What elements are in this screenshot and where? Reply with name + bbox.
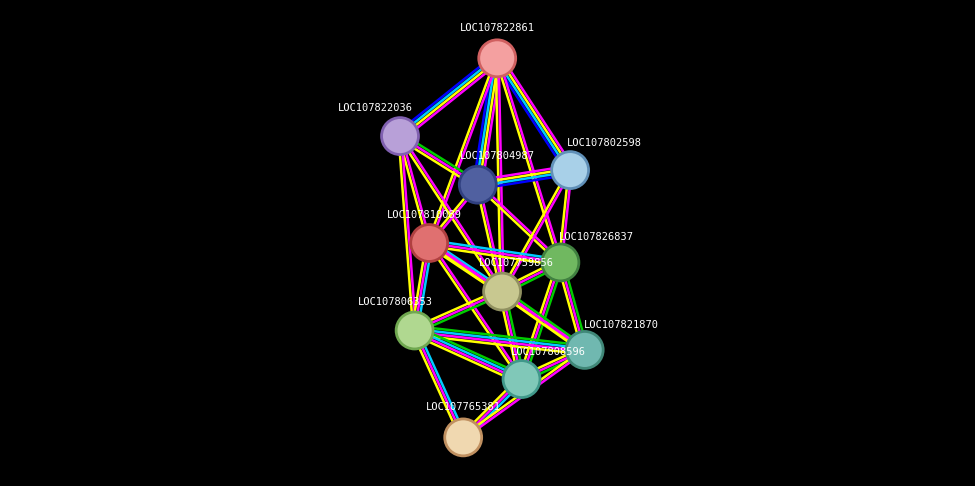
- Circle shape: [542, 244, 579, 281]
- Text: LOC107806353: LOC107806353: [358, 297, 433, 307]
- Circle shape: [410, 225, 448, 261]
- Circle shape: [484, 273, 521, 310]
- Circle shape: [566, 331, 604, 368]
- Circle shape: [503, 361, 540, 398]
- Text: LOC107804987: LOC107804987: [460, 151, 534, 161]
- Text: LOC107821870: LOC107821870: [584, 319, 659, 330]
- Circle shape: [381, 118, 418, 155]
- Circle shape: [552, 152, 589, 189]
- Text: LOC107822036: LOC107822036: [338, 103, 413, 113]
- Circle shape: [479, 40, 516, 77]
- Text: LOC107765381: LOC107765381: [426, 402, 501, 412]
- Text: LOC107759856: LOC107759856: [479, 258, 554, 268]
- Circle shape: [445, 419, 482, 456]
- Text: LOC107810089: LOC107810089: [387, 209, 462, 220]
- Circle shape: [459, 166, 496, 203]
- Text: LOC107822861: LOC107822861: [460, 23, 534, 33]
- Text: LOC107826837: LOC107826837: [560, 232, 635, 242]
- Circle shape: [396, 312, 433, 349]
- Text: LOC107808596: LOC107808596: [511, 347, 586, 357]
- Text: LOC107802598: LOC107802598: [566, 138, 642, 148]
